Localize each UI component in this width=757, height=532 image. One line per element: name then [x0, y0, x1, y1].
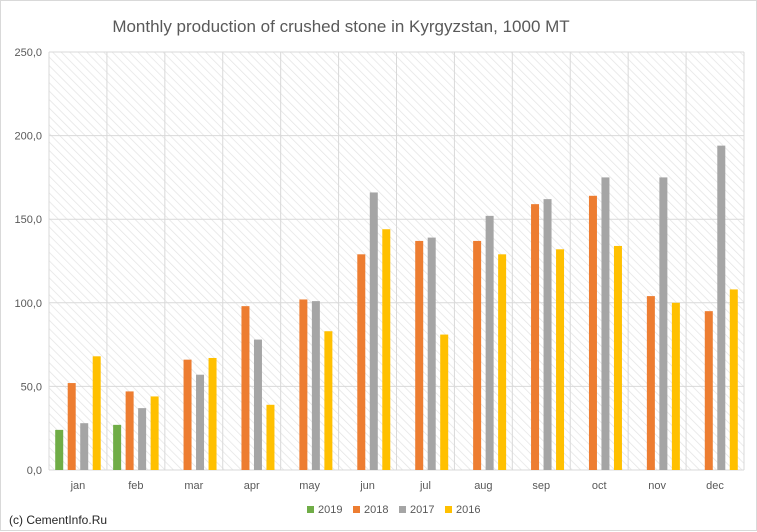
legend: 2019 2018 2017 2016 [307, 504, 480, 516]
x-axis: jan feb mar apr may jun jul aug sep oct nov dec [70, 480, 725, 492]
bar-2018-oct [588, 195, 597, 471]
legend-label-2016: 2016 [456, 504, 480, 516]
x-tick-label: jul [419, 480, 431, 492]
x-tick-label: jun [359, 480, 375, 492]
bar-2019-jan [55, 429, 64, 470]
bar-2017-mar [196, 374, 205, 470]
bar-2016-aug [498, 254, 507, 470]
bar-2016-may [324, 331, 333, 470]
legend-swatch-2018 [353, 506, 360, 513]
credit-text: (c) CementInfo.Ru [9, 513, 107, 527]
bar-2016-sep [556, 249, 565, 470]
legend-label-2018: 2018 [364, 504, 388, 516]
bar-2017-apr [253, 339, 262, 470]
y-axis: 0,0 50,0 100,0 150,0 200,0 250,0 [14, 47, 42, 477]
x-tick-label: mar [184, 480, 203, 492]
bar-2018-dec [704, 311, 713, 470]
bar-2016-jul [440, 334, 449, 470]
bar-2018-aug [473, 240, 482, 470]
legend-label-2019: 2019 [318, 504, 342, 516]
bar-2016-oct [613, 245, 622, 470]
bar-2018-jan [67, 383, 76, 470]
bar-2017-dec [717, 145, 726, 470]
legend-swatch-2019 [307, 506, 314, 513]
bar-2017-aug [485, 215, 494, 470]
y-tick-label: 200,0 [14, 131, 42, 143]
x-tick-label: jan [70, 480, 86, 492]
bar-2018-may [299, 299, 308, 470]
bar-2018-apr [241, 306, 250, 470]
bar-2016-jun [382, 229, 391, 470]
x-tick-label: may [299, 480, 320, 492]
bars-layer [55, 145, 738, 471]
bar-2017-jul [427, 237, 436, 470]
bar-2016-feb [150, 396, 159, 470]
bar-2017-oct [601, 177, 610, 470]
bar-2017-may [311, 301, 320, 470]
legend-label-2017: 2017 [410, 504, 434, 516]
x-tick-label: oct [592, 480, 607, 492]
bar-2017-nov [659, 177, 668, 470]
bar-2016-dec [729, 289, 738, 470]
bar-2016-apr [266, 404, 275, 470]
x-tick-label: apr [244, 480, 260, 492]
bar-2016-nov [671, 302, 680, 470]
bar-2018-nov [646, 296, 655, 470]
x-tick-label: dec [706, 480, 724, 492]
bar-2017-sep [543, 199, 552, 471]
bar-2018-jun [357, 254, 366, 470]
bar-2017-jan [80, 423, 89, 470]
x-tick-label: nov [648, 480, 666, 492]
y-tick-label: 50,0 [21, 381, 42, 393]
bar-2018-sep [531, 204, 540, 471]
bar-2019-feb [113, 424, 122, 470]
x-tick-label: aug [474, 480, 492, 492]
x-tick-label: sep [532, 480, 550, 492]
y-tick-label: 100,0 [14, 298, 42, 310]
bar-2016-mar [208, 357, 217, 470]
bar-2017-jun [369, 192, 378, 470]
legend-swatch-2016 [445, 506, 452, 513]
y-tick-label: 0,0 [27, 465, 42, 477]
y-tick-label: 150,0 [14, 214, 42, 226]
y-tick-label: 250,0 [14, 47, 42, 59]
bar-2017-feb [138, 408, 147, 470]
bar-2018-feb [125, 391, 134, 470]
bar-2016-jan [92, 356, 101, 470]
bar-2018-mar [183, 359, 192, 470]
bar-2018-jul [415, 240, 424, 470]
chart-title: Monthly production of crushed stone in K… [112, 17, 569, 36]
x-tick-label: feb [128, 480, 143, 492]
grid-layer [48, 51, 745, 471]
legend-swatch-2017 [399, 506, 406, 513]
